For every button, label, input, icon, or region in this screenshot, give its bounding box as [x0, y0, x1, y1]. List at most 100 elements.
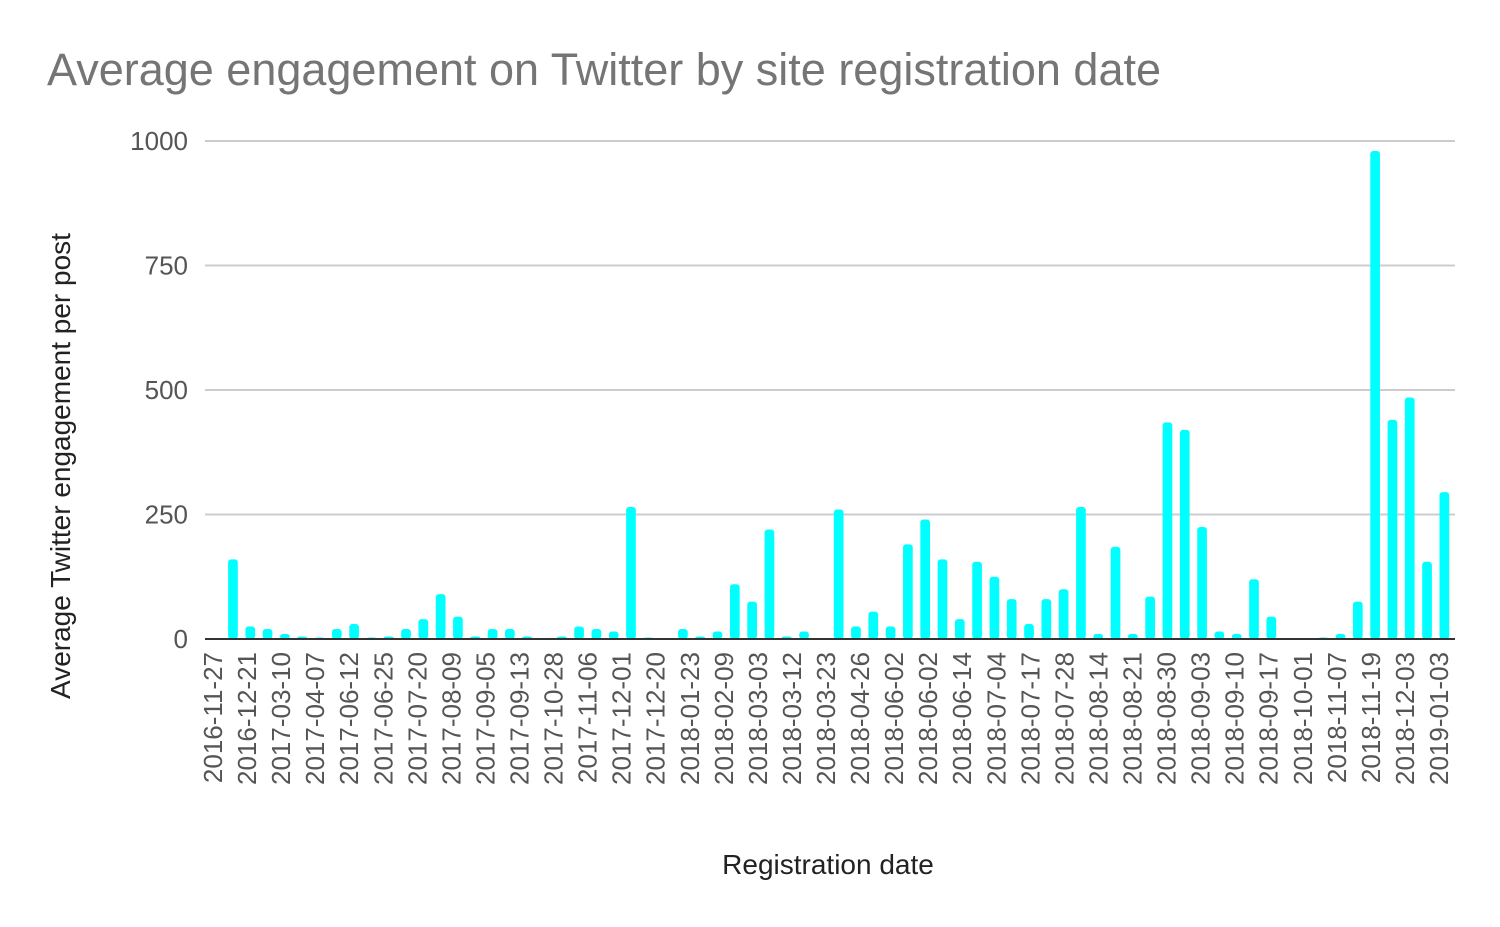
bar [1197, 526, 1207, 639]
bar [1058, 589, 1069, 639]
y-tick-label: 250 [145, 500, 188, 530]
bar [608, 631, 619, 639]
x-tick-label: 2018-03-23 [811, 652, 841, 785]
x-tick-label: 2018-08-14 [1083, 652, 1113, 785]
x-tick-label: 2017-12-01 [607, 652, 637, 785]
bar [1335, 634, 1346, 639]
bars [228, 150, 1450, 639]
bar [833, 509, 844, 639]
x-tick-label: 2017-10-28 [539, 652, 569, 785]
bar [331, 629, 342, 639]
x-tick-label: 2018-08-21 [1118, 652, 1148, 785]
y-tick-label: 750 [145, 251, 188, 281]
x-tick-label: 2018-11-07 [1322, 652, 1352, 783]
bar [1249, 579, 1259, 639]
bar [937, 559, 948, 639]
x-axis-title: Registration date [722, 849, 934, 880]
bar [245, 626, 256, 639]
x-tick-label: 2018-08-30 [1152, 652, 1182, 785]
x-tick-label: 2018-03-03 [743, 652, 773, 785]
x-tick-label: 2018-07-28 [1049, 652, 1079, 785]
bar [920, 519, 931, 639]
x-tick-label: 2018-06-14 [947, 652, 977, 785]
bar [678, 629, 688, 639]
x-tick-label: 2017-09-05 [470, 652, 500, 785]
bar [851, 626, 861, 639]
bar [1128, 634, 1138, 639]
bar [989, 576, 1000, 639]
x-tick-label: 2017-07-20 [402, 652, 432, 785]
bar [505, 629, 515, 639]
x-axis-ticks: 2016-11-27 2016-12-21 2017-03-10 2017-04-07… [198, 652, 1454, 785]
bar [349, 624, 359, 639]
x-tick-label: 2018-01-23 [675, 652, 705, 785]
bar [729, 584, 740, 639]
x-tick-label: 2016-11-27 [198, 652, 228, 783]
bar [1387, 419, 1398, 639]
x-tick-label: 2018-07-04 [981, 652, 1011, 785]
bar [1024, 624, 1034, 639]
bar [1231, 634, 1242, 639]
x-tick-label: 2017-04-07 [300, 652, 330, 785]
x-tick-label: 2017-11-06 [573, 652, 603, 783]
x-tick-label: 2018-09-03 [1186, 652, 1216, 785]
x-tick-label: 2018-06-02 [879, 652, 909, 785]
bar [954, 619, 965, 639]
x-tick-label: 2017-03-10 [266, 652, 296, 785]
x-tick-label: 2018-04-26 [845, 652, 875, 785]
bar [1093, 634, 1104, 639]
x-tick-label: 2017-08-09 [436, 652, 466, 785]
bar [764, 529, 775, 639]
bar [712, 631, 723, 639]
x-tick-label: 2018-11-19 [1356, 652, 1386, 783]
x-tick-label: 2017-06-12 [334, 652, 364, 785]
bar [1041, 599, 1052, 639]
x-tick-label: 2019-01-03 [1424, 652, 1454, 785]
x-tick-label: 2018-09-10 [1220, 652, 1250, 785]
bar [487, 629, 498, 639]
bar [1370, 150, 1380, 639]
gridlines [205, 140, 1455, 516]
x-tick-label: 2018-02-09 [709, 652, 739, 785]
y-axis-ticks: 0 250 500 750 1000 [130, 126, 188, 654]
x-tick-label: 2018-03-12 [777, 652, 807, 785]
bar [1006, 599, 1017, 639]
x-tick-label: 2017-09-13 [505, 652, 535, 785]
bar [280, 634, 290, 639]
bar [626, 507, 636, 639]
bar [228, 559, 238, 639]
bar [1162, 422, 1173, 639]
y-tick-label: 0 [174, 624, 188, 654]
y-tick-label: 500 [145, 375, 188, 405]
x-tick-label: 2018-10-01 [1288, 652, 1318, 785]
x-tick-label: 2018-12-03 [1390, 652, 1420, 785]
bar [1422, 561, 1432, 639]
y-tick-label: 1000 [130, 126, 188, 156]
x-tick-label: 2017-06-25 [368, 652, 398, 785]
x-tick-label: 2018-07-17 [1015, 652, 1045, 785]
x-tick-label: 2018-09-17 [1254, 652, 1284, 785]
bar [1439, 492, 1450, 639]
bar [1076, 507, 1086, 639]
bar [1404, 397, 1415, 639]
bar [1145, 596, 1155, 639]
bar [1214, 631, 1225, 639]
bar [747, 601, 757, 639]
bar [903, 544, 913, 639]
bar [418, 619, 429, 639]
bar [1179, 429, 1190, 639]
bar [1352, 601, 1363, 639]
bar [1266, 616, 1277, 639]
bar [574, 626, 584, 639]
bar [868, 611, 879, 639]
bar [972, 561, 982, 639]
y-axis-title: Average Twitter engagement per post [45, 233, 76, 699]
bar [262, 629, 273, 639]
x-tick-label: 2017-12-20 [641, 652, 671, 785]
chart-title: Average engagement on Twitter by site re… [47, 44, 1161, 95]
bar [591, 629, 602, 639]
bar [1110, 546, 1121, 639]
bar [401, 629, 411, 639]
